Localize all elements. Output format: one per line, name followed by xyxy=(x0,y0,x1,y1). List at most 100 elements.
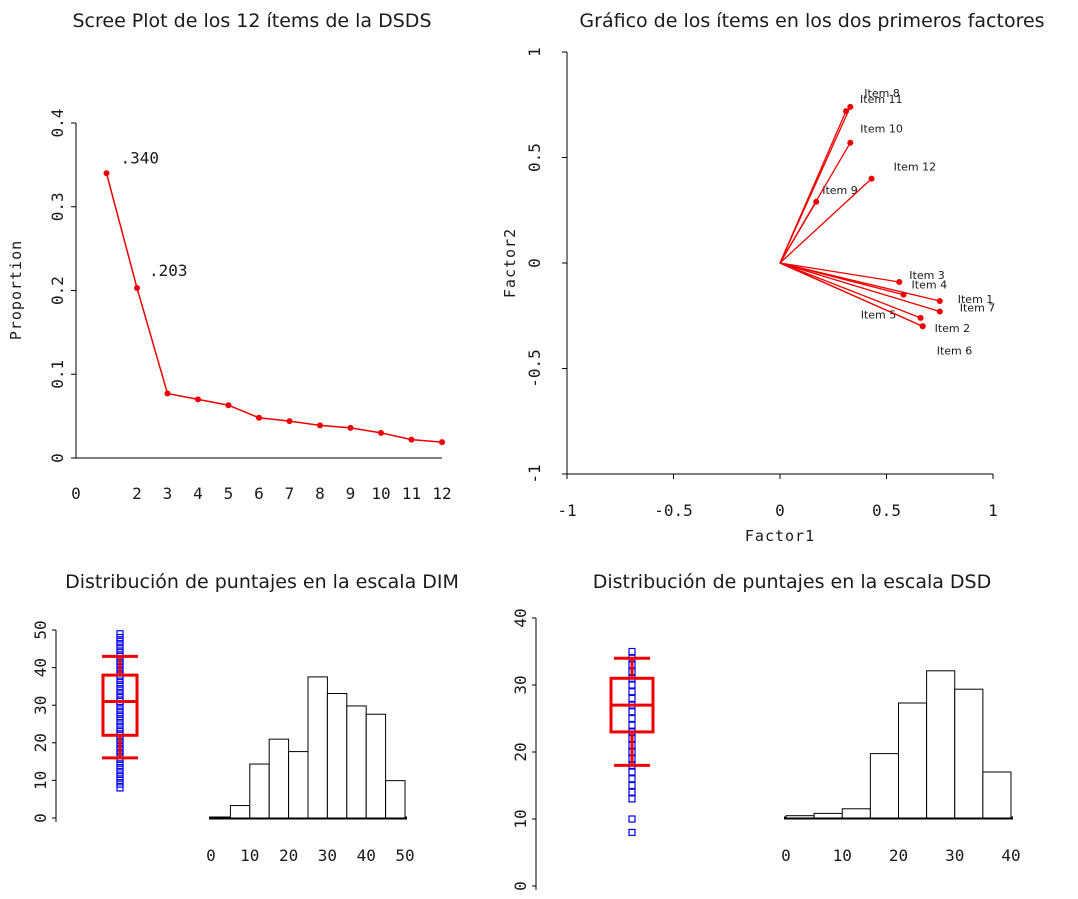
dist-y-tick-label: 30 xyxy=(511,675,530,694)
scree-line xyxy=(105,173,443,443)
loading-vector xyxy=(779,262,921,319)
scree-point xyxy=(317,422,323,429)
loading-point xyxy=(900,291,907,298)
scree-point xyxy=(225,402,232,409)
observation-marker xyxy=(116,727,124,736)
scree-data-label-2: .203 xyxy=(149,261,188,280)
scree-point xyxy=(408,436,415,443)
loading-point xyxy=(868,175,875,182)
scree-point xyxy=(256,414,262,421)
factor-x-tick-label: 0.5 xyxy=(872,501,901,520)
loading-vector xyxy=(779,262,900,283)
dim-distribution-panel: Distribución de puntajes en la escala DI… xyxy=(31,571,459,865)
observation-marker xyxy=(116,765,124,773)
boxplot-box xyxy=(101,673,139,737)
dist-y-tick-label: 40 xyxy=(511,608,530,627)
scree-point xyxy=(439,439,445,446)
observation-marker xyxy=(116,769,124,777)
observation-marker xyxy=(628,795,636,803)
dsd-distribution-panel: Distribución de puntajes en la escala DS… xyxy=(511,571,1021,891)
scree-x-tick-label: 3 xyxy=(163,484,173,503)
scree-y-tick-label: 0.3 xyxy=(48,192,67,221)
dist-y-tick-label: 10 xyxy=(31,771,50,790)
histogram-x-tick-label: 40 xyxy=(1001,846,1020,865)
scree-point xyxy=(378,429,384,436)
observation-marker xyxy=(116,784,124,792)
observation-marker xyxy=(628,647,636,656)
histogram-bar xyxy=(813,812,843,819)
factor-y-tick-label: 0 xyxy=(525,258,544,268)
histogram-bar xyxy=(898,702,928,819)
observation-marker xyxy=(116,761,124,769)
observation-marker xyxy=(116,694,124,702)
scree-y-axis-label: Proportion xyxy=(7,240,25,340)
histogram-bar xyxy=(268,738,290,819)
loading-vector xyxy=(779,262,923,327)
observation-marker xyxy=(628,681,636,689)
histogram-bar xyxy=(869,753,899,819)
factor-y-axis-label: Factor2 xyxy=(501,228,519,298)
observation-marker xyxy=(628,775,636,783)
observation-marker xyxy=(116,675,124,683)
loading-label: Item 2 xyxy=(935,322,971,335)
factor-x-tick-label: 1 xyxy=(988,501,998,520)
histogram-x-tick-label: 20 xyxy=(889,846,908,865)
dist-y-tick-label: 50 xyxy=(31,620,50,639)
observation-marker xyxy=(116,716,124,724)
observation-marker xyxy=(628,815,636,823)
histogram-bar xyxy=(326,693,348,819)
dist-y-tick-label: 0 xyxy=(511,881,530,891)
histogram-bar xyxy=(229,805,251,819)
histogram-x-tick-label: 40 xyxy=(357,846,376,865)
observation-marker xyxy=(116,757,124,766)
scree-y-tick-label: 0.1 xyxy=(48,360,67,389)
loading-label: Item 10 xyxy=(860,123,903,136)
observation-marker xyxy=(116,630,124,638)
scree-x-tick-label: 11 xyxy=(402,484,421,503)
scree-point xyxy=(347,424,354,431)
scree-plot-panel: Scree Plot de los 12 ítems de la DSDS 0 0.… xyxy=(7,10,452,503)
loading-label: Item 11 xyxy=(860,93,903,106)
observation-marker xyxy=(116,633,124,642)
observation-marker xyxy=(116,776,124,785)
loading-label: Item 12 xyxy=(894,161,937,174)
scree-point xyxy=(164,390,171,397)
histogram-x-tick-label: 30 xyxy=(318,846,337,865)
observation-marker xyxy=(628,788,636,796)
scree-point xyxy=(103,170,110,177)
loading-label: Item 1 xyxy=(958,293,994,306)
scree-x-tick-label: 7 xyxy=(285,484,295,503)
scree-point xyxy=(134,284,140,291)
scree-x-tick-label: 10 xyxy=(371,484,390,503)
scree-x-tick-label: 2 xyxy=(132,484,142,503)
loading-point xyxy=(896,278,903,285)
loading-point xyxy=(919,323,926,330)
histogram-bar xyxy=(785,815,815,819)
loading-vector xyxy=(779,262,904,296)
loading-point xyxy=(936,297,943,304)
dist-y-tick-label: 30 xyxy=(31,696,50,715)
loading-label: Item 5 xyxy=(861,308,897,321)
observation-marker xyxy=(116,686,124,694)
loading-vector xyxy=(779,142,851,264)
loading-point xyxy=(847,103,854,110)
factor-x-tick-label: -0.5 xyxy=(654,501,693,520)
factor-y-tick-label: 1 xyxy=(525,47,544,57)
scree-x-tick-label: 6 xyxy=(254,484,264,503)
observation-marker xyxy=(628,721,636,729)
dist-y-tick-label: 40 xyxy=(31,658,50,677)
histogram-bar xyxy=(365,713,387,819)
observation-marker xyxy=(116,701,124,709)
factor-loadings-panel: Gráfico de los ítems en los dos primeros… xyxy=(501,10,1045,545)
histogram-x-tick-label: 20 xyxy=(279,846,298,865)
loading-label: Item 4 xyxy=(912,279,948,292)
histogram-bar xyxy=(982,771,1012,819)
observation-marker xyxy=(116,648,124,657)
histogram-bar xyxy=(249,763,270,819)
factor-x-tick-label: 0 xyxy=(775,501,785,520)
histogram-bar xyxy=(288,751,309,819)
scree-x-tick-label: 5 xyxy=(224,484,234,503)
scree-x-tick-label: 9 xyxy=(346,484,356,503)
